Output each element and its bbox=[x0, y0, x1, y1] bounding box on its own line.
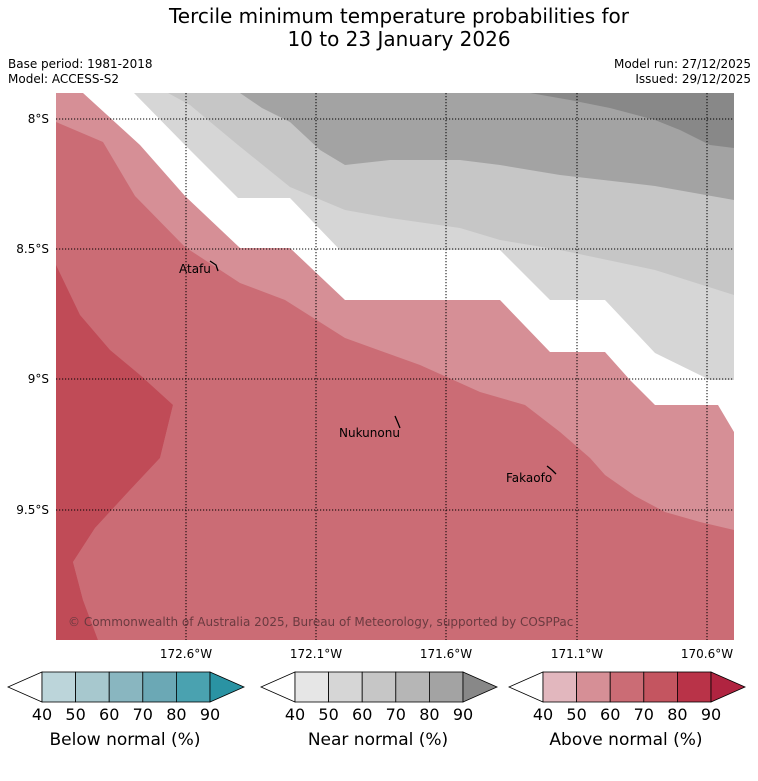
colorbar-tick-label: 90 bbox=[200, 705, 220, 724]
colorbar-extension-low bbox=[260, 671, 296, 703]
lat-labels: 8°S 8.5°S 9°S 9.5°S bbox=[16, 112, 49, 517]
zone-near-60-70 bbox=[240, 93, 734, 200]
colorbar-below-normal: 40 50 60 70 80 90 bbox=[7, 671, 245, 724]
colorbar-segment bbox=[175, 671, 211, 703]
colorbar-extension-low bbox=[7, 671, 43, 703]
colorbar-tick-label: 50 bbox=[318, 705, 338, 724]
colorbar-segment bbox=[328, 671, 363, 703]
colorbar-segment bbox=[395, 671, 430, 703]
copyright-notice: © Commonwealth of Australia 2025, Bureau… bbox=[68, 615, 573, 629]
colorbar-segment bbox=[609, 671, 645, 703]
issued-date: Issued: 29/12/2025 bbox=[635, 72, 751, 86]
colorbar-tick-label: 50 bbox=[65, 705, 85, 724]
colorbar-label-near: Near normal (%) bbox=[307, 730, 449, 750]
colorbar-tick-label: 70 bbox=[634, 705, 654, 724]
colorbar-tick-label: 80 bbox=[166, 705, 186, 724]
colorbar-tick-label: 40 bbox=[32, 705, 52, 724]
colorbar-tick-label: 80 bbox=[419, 705, 439, 724]
colorbar-tick-label: 50 bbox=[566, 705, 586, 724]
colorbar-tick-label: 40 bbox=[533, 705, 553, 724]
colorbar-segment bbox=[428, 671, 464, 703]
place-nukunonu: Nukunonu bbox=[339, 426, 400, 440]
colorbar-segment bbox=[542, 671, 577, 703]
colorbar-segment bbox=[41, 671, 76, 703]
colorbar-segment bbox=[361, 671, 397, 703]
colorbar-segment bbox=[677, 671, 712, 703]
probability-map[interactable]: Atafu Nukunonu Fakaofo © Commonwealth of… bbox=[56, 93, 734, 640]
lon-label: 171.1°W bbox=[551, 647, 603, 661]
zone-above-70-80 bbox=[56, 265, 173, 640]
colorbar-segment bbox=[142, 671, 177, 703]
colorbar-segment bbox=[643, 671, 678, 703]
model-run: Model run: 27/12/2025 bbox=[613, 57, 751, 71]
colorbar-extension-high bbox=[462, 671, 498, 703]
meta-left: Base period: 1981-2018 Model: ACCESS-S2 bbox=[8, 57, 153, 87]
colorbar-label-above: Above normal (%) bbox=[549, 730, 703, 750]
zone-near-70-80 bbox=[530, 93, 734, 148]
graticule bbox=[56, 93, 734, 640]
lon-label: 171.6°W bbox=[420, 647, 472, 661]
colorbar-tick-label: 90 bbox=[453, 705, 473, 724]
colorbar-tick-label: 90 bbox=[701, 705, 721, 724]
title-line-2: 10 to 23 January 2026 bbox=[287, 27, 511, 51]
lat-label: 8°S bbox=[28, 112, 49, 126]
lon-labels: 172.6°W 172.1°W 171.6°W 171.1°W 170.6°W bbox=[160, 647, 733, 661]
lon-label: 170.6°W bbox=[681, 647, 733, 661]
title-line-1: Tercile minimum temperature probabilitie… bbox=[168, 4, 630, 28]
colorbar-label-below: Below normal (%) bbox=[49, 730, 201, 750]
colorbar-segment bbox=[576, 671, 611, 703]
colorbar-tick-label: 70 bbox=[386, 705, 406, 724]
colorbar-segment bbox=[75, 671, 110, 703]
zone-above-60-70-inner bbox=[73, 405, 210, 640]
colorbar-extension-low bbox=[508, 671, 544, 703]
colorbar-extension-high bbox=[209, 671, 245, 703]
meta-right: Model run: 27/12/2025 Issued: 29/12/2025 bbox=[614, 57, 751, 87]
base-period: Base period: 1981-2018 bbox=[8, 57, 153, 71]
colorbar-tick-label: 60 bbox=[99, 705, 119, 724]
model-name: Model: ACCESS-S2 bbox=[8, 72, 120, 86]
place-atafu: Atafu bbox=[179, 262, 211, 276]
lon-label: 172.1°W bbox=[290, 647, 342, 661]
lat-label: 9°S bbox=[28, 372, 49, 386]
colorbar-segment bbox=[294, 671, 329, 703]
island-atafu-shape bbox=[209, 260, 219, 272]
colorbar-above-normal: 40 50 60 70 80 90 bbox=[508, 671, 746, 724]
island-nukunonu-shape bbox=[394, 415, 401, 429]
map-title: Tercile minimum temperature probabilitie… bbox=[0, 5, 758, 51]
lon-label: 172.6°W bbox=[160, 647, 212, 661]
colorbar-tick-label: 80 bbox=[667, 705, 687, 724]
colorbar-tick-label: 60 bbox=[600, 705, 620, 724]
lat-label: 9.5°S bbox=[16, 503, 49, 517]
colorbar-extension-high bbox=[710, 671, 746, 703]
lat-label: 8.5°S bbox=[16, 242, 49, 256]
colorbar-tick-label: 40 bbox=[285, 705, 305, 724]
colorbar-near-normal: 40 50 60 70 80 90 bbox=[260, 671, 498, 724]
place-fakaofo: Fakaofo bbox=[506, 471, 552, 485]
colorbar-tick-label: 60 bbox=[352, 705, 372, 724]
colorbar-tick-label: 70 bbox=[133, 705, 153, 724]
colorbar-segment bbox=[108, 671, 144, 703]
island-fakaofo-shape bbox=[546, 465, 557, 475]
